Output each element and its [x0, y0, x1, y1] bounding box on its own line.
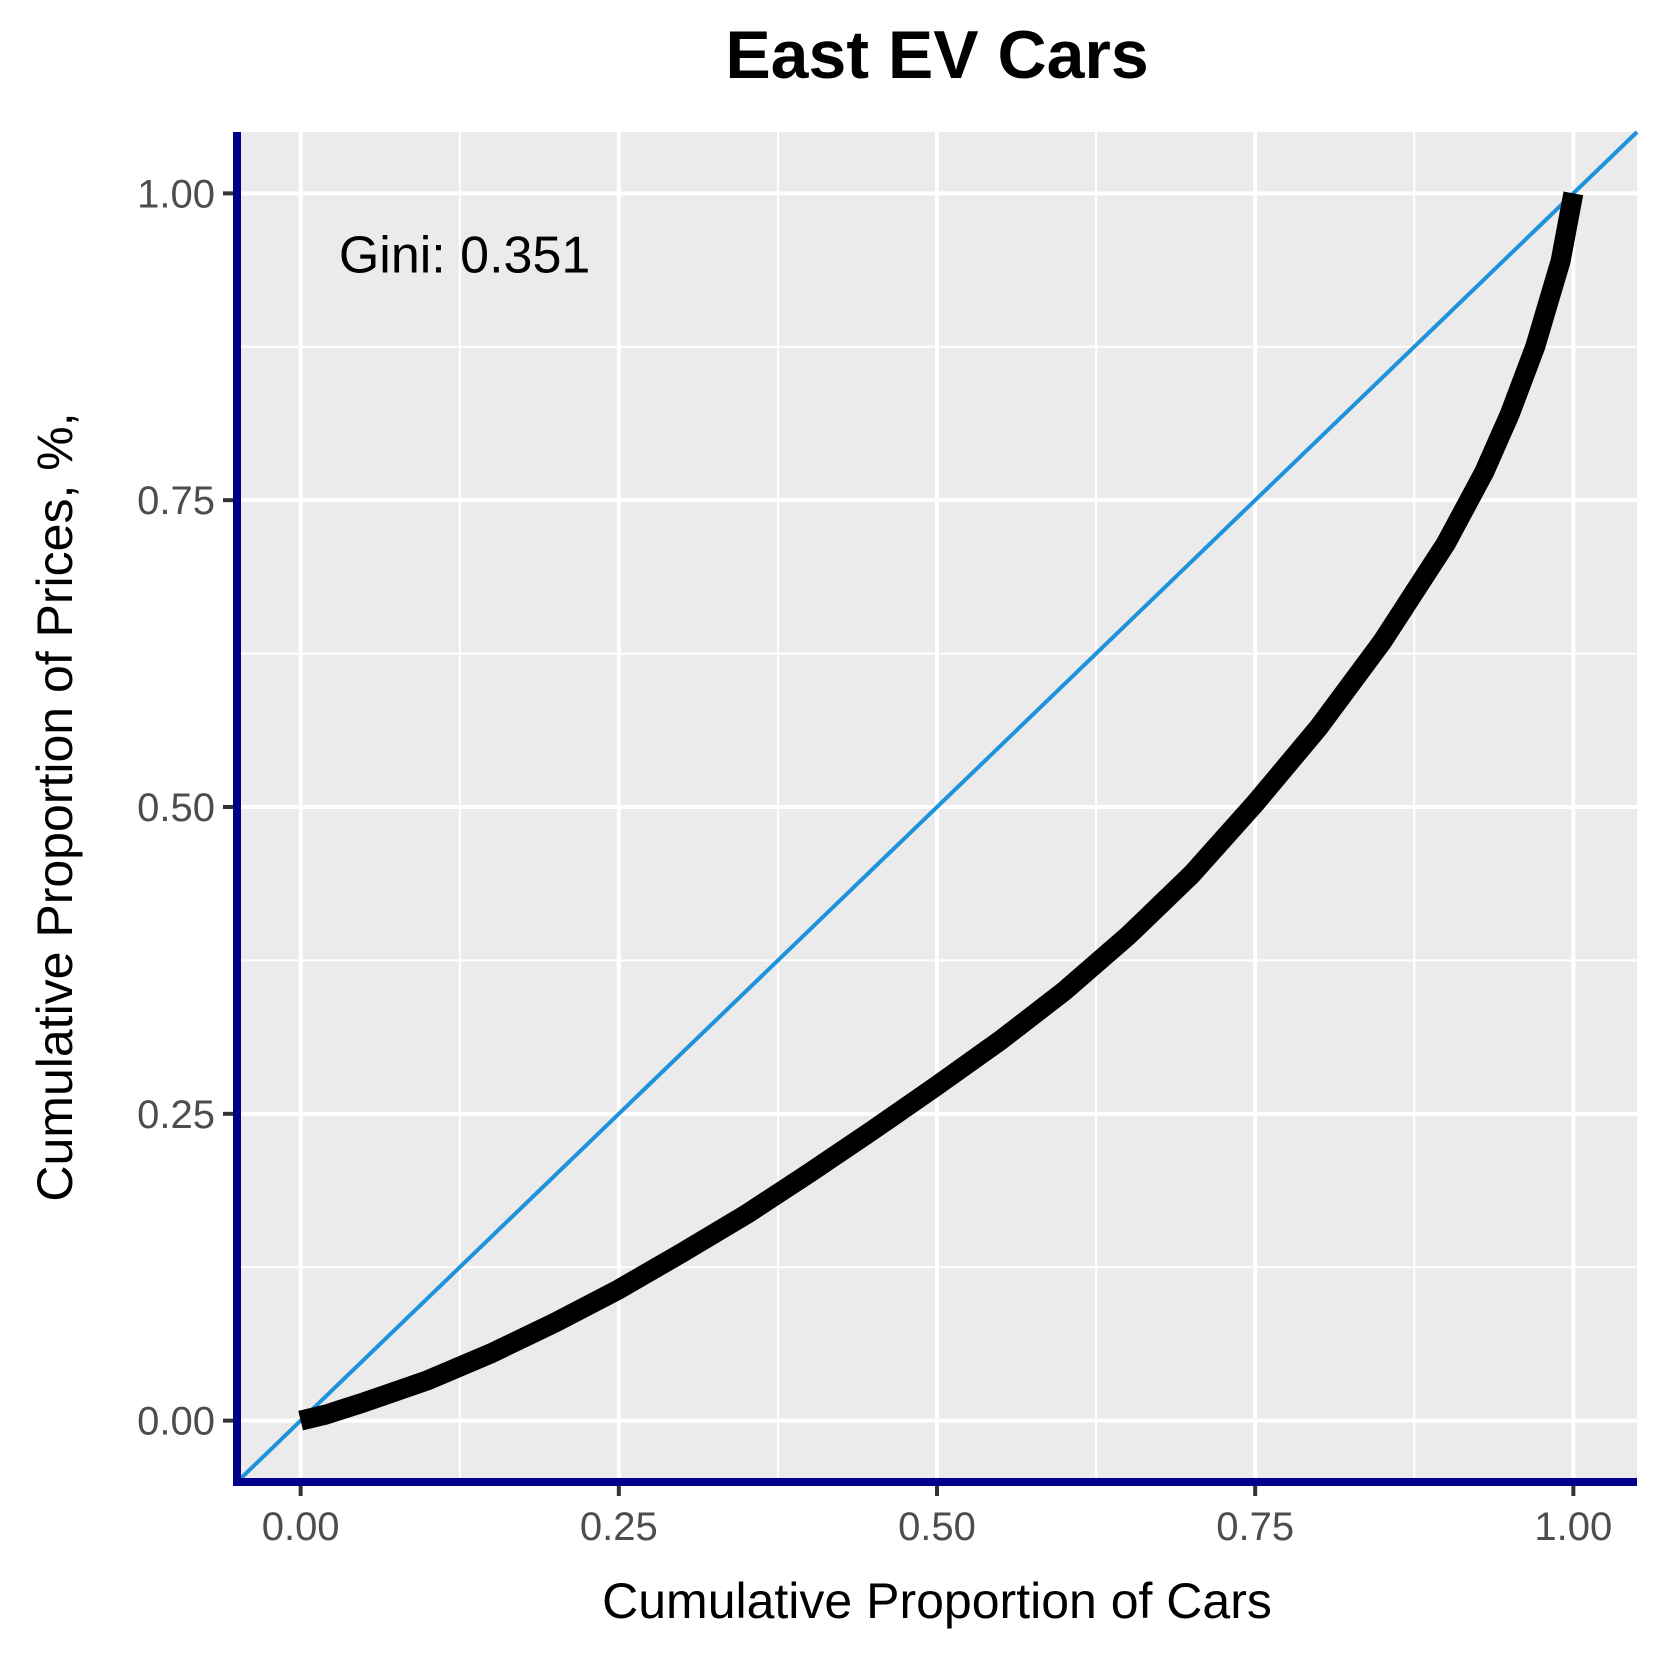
x-tick-label: 0.25: [580, 1505, 658, 1549]
y-axis-label: Cumulative Proportion of Prices, %,: [27, 412, 83, 1201]
equality-line: [235, 130, 1639, 1484]
x-tick-label: 0.50: [898, 1505, 976, 1549]
y-tick-label: 0.25: [137, 1093, 215, 1137]
y-tick-label: 0.75: [137, 479, 215, 523]
tick-labels: 0.00 0.25 0.50 0.75 1.00 0.00 0.25 0.50 0.75 1.00: [137, 172, 1612, 1549]
x-axis-label: Cumulative Proportion of Cars: [602, 1573, 1272, 1629]
y-tick-label: 1.00: [137, 172, 215, 216]
x-tick-label: 1.00: [1534, 1505, 1612, 1549]
y-tick-label: 0.50: [137, 786, 215, 830]
gini-annotation: Gini: 0.351: [339, 227, 591, 285]
series-layer: [235, 130, 1639, 1484]
x-tick-label: 0.00: [262, 1505, 340, 1549]
tick-marks: [223, 191, 1576, 1496]
chart-title: East EV Cars: [725, 17, 1148, 93]
x-tick-label: 0.75: [1216, 1505, 1294, 1549]
lorenz-curve: [298, 191, 1584, 1431]
y-tick-label: 0.00: [137, 1400, 215, 1444]
